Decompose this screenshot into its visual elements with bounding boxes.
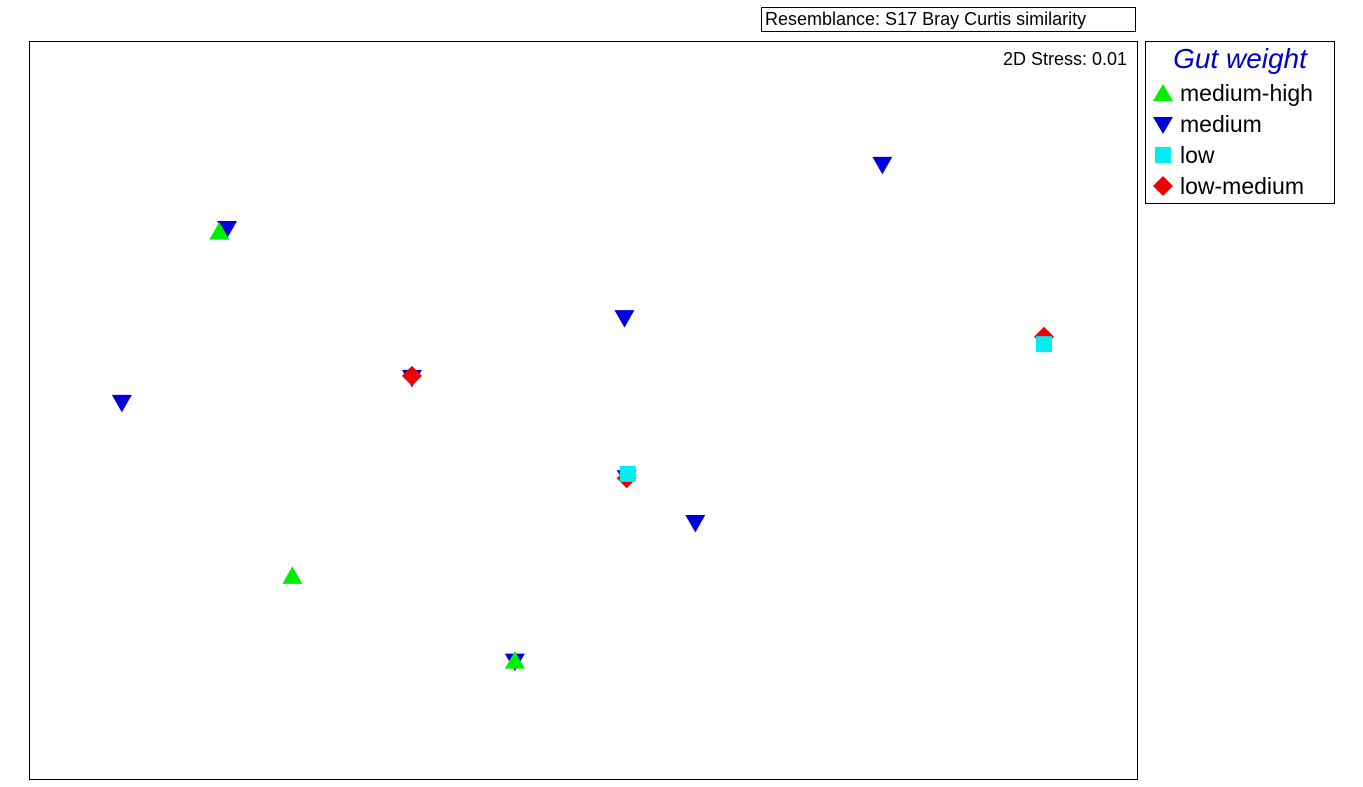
legend-label: medium (1180, 110, 1262, 137)
point-low-0 (619, 465, 636, 482)
point-medium-4 (872, 156, 893, 175)
point-medium-high-1 (282, 566, 303, 584)
resemblance-label: Resemblance: S17 Bray Curtis similarity (761, 7, 1136, 32)
legend-label: medium-high (1180, 79, 1313, 106)
point-medium-high-0 (209, 222, 230, 240)
square-icon (1155, 147, 1171, 163)
diamond-icon (1153, 176, 1173, 196)
triangle-up-icon (1153, 84, 1173, 101)
legend: Gut weight medium-high medium low low-me… (1145, 41, 1335, 204)
legend-label: low (1180, 141, 1215, 168)
point-medium-1 (111, 394, 132, 413)
point-low-1 (1036, 336, 1053, 353)
legend-item-medium-high: medium-high (1152, 79, 1313, 107)
triangle-down-icon (1153, 117, 1173, 134)
stress-label: 2D Stress: 0.01 (1002, 49, 1127, 69)
legend-item-medium: medium (1152, 110, 1262, 138)
legend-item-low: low (1152, 141, 1215, 169)
point-medium-3 (614, 310, 635, 328)
point-low-medium-0 (401, 365, 422, 386)
scatter-plot (111, 156, 1055, 672)
point-medium-0 (217, 220, 238, 239)
plot-area: 2D Stress: 0.01 (29, 41, 1138, 780)
legend-item-low-medium: low-medium (1152, 172, 1304, 200)
legend-label: low-medium (1180, 172, 1304, 199)
legend-title: Gut weight (1173, 43, 1307, 74)
point-medium-5 (685, 515, 706, 533)
point-medium-high-2 (504, 651, 525, 669)
